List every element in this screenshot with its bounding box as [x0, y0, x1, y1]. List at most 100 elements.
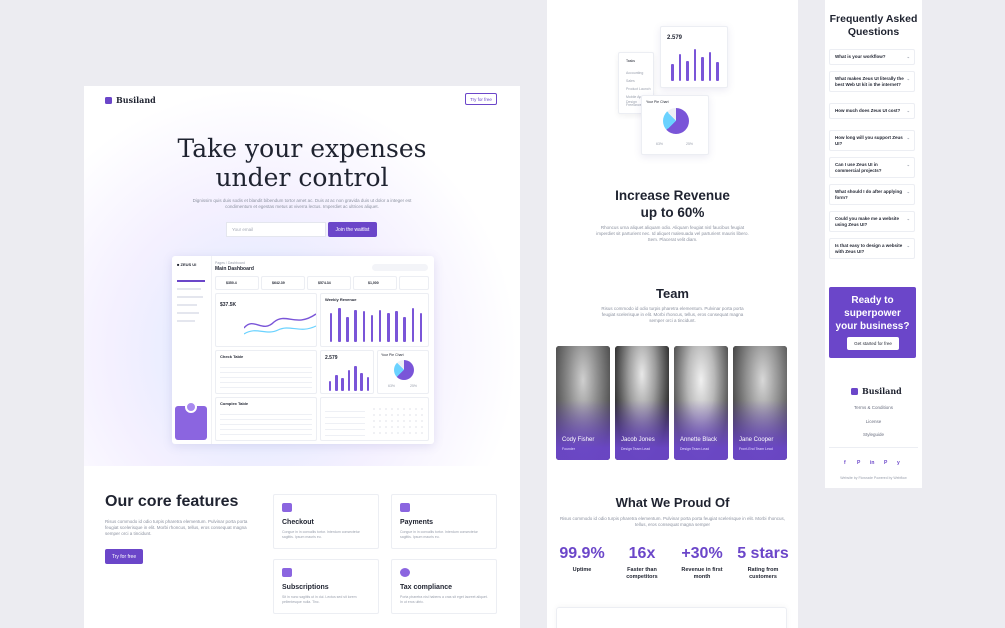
- stat-label: Faster than competitors: [626, 567, 658, 580]
- subscriptions-icon: [282, 568, 292, 577]
- chart-bar: [347, 370, 351, 391]
- pie-chart-card: Your Pie Chart 63% 25%: [377, 350, 429, 394]
- features-try-button[interactable]: Try for free: [105, 549, 143, 564]
- feature-card-tax-compliance: Tax compliance Porta pharetra nisi haben…: [391, 559, 497, 614]
- team-card-jacob-jones[interactable]: Jacob Jones Design Team Lead: [615, 346, 669, 460]
- team-card-annette-black[interactable]: Annette Black Design Team Lead: [674, 346, 728, 460]
- team-card-cody-fisher[interactable]: Cody Fisher Founder: [556, 346, 610, 460]
- chart-bar: [370, 315, 374, 342]
- hero-title: Take your expenses under control: [84, 134, 520, 192]
- chart-bar: [341, 378, 344, 391]
- chart-bar: [708, 52, 712, 81]
- stat-label: Uptime: [572, 567, 592, 573]
- chart-bar: [403, 316, 406, 342]
- faq-panel: Frequently Asked Questions What is your …: [825, 0, 922, 488]
- footer-link-terms[interactable]: Terms & Conditions: [853, 405, 893, 410]
- footer-link-license[interactable]: License: [865, 419, 882, 424]
- stat-card: $1,000: [353, 276, 397, 290]
- pinterest-icon[interactable]: P: [857, 460, 861, 466]
- chart-bar: [395, 311, 398, 342]
- next-section-card: [556, 607, 787, 628]
- revenue-description: Rhoncus urna aliquet aliquam odio. Aliqu…: [596, 225, 749, 242]
- faq-item[interactable]: Could you make me a website using Zeus U…: [829, 211, 915, 232]
- weekly-revenue-card: Weekly Revenue: [320, 293, 429, 347]
- hero-subtitle: Dignissim quis duis sodis et blandit bib…: [192, 198, 412, 209]
- chevron-down-icon: ⌄: [906, 216, 910, 221]
- payments-icon: [400, 503, 410, 512]
- chart-bar: [411, 307, 414, 342]
- chart-bar: [701, 57, 704, 81]
- linkedin-icon[interactable]: in: [870, 460, 875, 466]
- cta-banner: Ready to superpower your business? Get s…: [829, 287, 916, 358]
- dashboard-logo: ■ ZEUS UI: [177, 262, 197, 267]
- pinterest-icon[interactable]: P: [884, 460, 888, 466]
- tax-compliance-icon: [400, 568, 410, 577]
- nav-try-button[interactable]: Try for free: [465, 93, 497, 105]
- logo-text: Busiland: [116, 95, 156, 105]
- dashboard-search: [372, 264, 428, 271]
- feature-card-subscriptions: Subscriptions Sit in nunc sagittis ut in…: [273, 559, 379, 614]
- hero-title-line-2: under control: [215, 163, 389, 192]
- chart-bar: [338, 307, 341, 342]
- faq-item[interactable]: Can I use Zeus UI in commercial projects…: [829, 157, 915, 178]
- faq-item[interactable]: How long will you support Zeus UI? ⌄: [829, 130, 915, 151]
- stat-value: +30%: [681, 545, 723, 562]
- chevron-down-icon: ⌄: [906, 108, 910, 113]
- pie-chart: [394, 360, 414, 380]
- stat-label: Rating from customers: [747, 567, 779, 580]
- join-waitlist-button[interactable]: Join the waitlist: [328, 222, 377, 237]
- chart-bar: [387, 313, 390, 342]
- faq-item[interactable]: What should I do after applying form? ⌄: [829, 184, 915, 205]
- stat-value: 16x: [628, 545, 656, 562]
- calendar-card: [320, 397, 429, 441]
- stat-label: Revenue in first month: [681, 567, 723, 580]
- chevron-down-icon: ⌄: [906, 243, 910, 248]
- stat-card: $350.4: [215, 276, 259, 290]
- features-title: Our core features: [105, 493, 239, 510]
- line-chart: [244, 313, 316, 335]
- stat-card: $642.39: [261, 276, 305, 290]
- faq-item[interactable]: What makes Zeus UI literally the best We…: [829, 71, 915, 92]
- hero-title-line-1: Take your expenses: [177, 134, 427, 163]
- stat-card: $574.34: [307, 276, 351, 290]
- mini-bars: [669, 47, 721, 81]
- mini-bar-chart-card: 2.579: [660, 26, 728, 88]
- chart-bar: [693, 48, 697, 81]
- features-description: Risus commodo id odio turpis pharetra el…: [105, 519, 248, 536]
- team-description: Risus commodo id odio turpis pharetra el…: [601, 306, 744, 323]
- dashboard-title: Main Dashboard: [215, 266, 254, 272]
- chart-bar: [716, 62, 719, 81]
- twitter-icon[interactable]: y: [897, 460, 900, 466]
- mini-pie-chart: [663, 108, 689, 134]
- chart-bar: [328, 380, 332, 391]
- team-title: Team: [656, 286, 689, 301]
- chevron-down-icon: ⌄: [906, 54, 910, 59]
- faq-item[interactable]: Is that easy to design a website with Ze…: [829, 238, 915, 259]
- chart-bar: [346, 316, 349, 342]
- revenue-title: Increase Revenue up to 60%: [615, 188, 730, 220]
- chevron-down-icon: ⌄: [906, 135, 910, 140]
- chart-bar: [366, 376, 370, 391]
- footer-link-styleguide[interactable]: Styleguide: [862, 432, 884, 437]
- footer-logo[interactable]: Busiland: [851, 386, 902, 396]
- mini-pie-card: Your Pie Chart 63% 25%: [641, 95, 709, 155]
- faq-item[interactable]: How much does Zeus UI cost? ⌄: [829, 103, 915, 119]
- get-started-button[interactable]: Get started for free: [847, 337, 899, 350]
- team-card-jane-cooper[interactable]: Jane Cooper Front-End Team Lead: [733, 346, 787, 460]
- dashboard-preview: ■ ZEUS UI Pages / Dashboard Main Dashboa…: [172, 256, 434, 444]
- faq-item[interactable]: What is your workflow? ⌄: [829, 49, 915, 65]
- chart-bar: [360, 372, 363, 391]
- cta-title: Ready to superpower your business?: [835, 295, 910, 332]
- chart-bar: [335, 375, 338, 391]
- brand-logo[interactable]: Busiland: [105, 95, 156, 105]
- logo-icon: [851, 387, 858, 395]
- facebook-icon[interactable]: f: [844, 460, 846, 466]
- chart-bar: [678, 53, 682, 81]
- proud-description: Risus commodo id odio turpis pharetra el…: [559, 516, 786, 527]
- chart-bar: [362, 311, 365, 342]
- weekly-bars: [327, 306, 425, 342]
- daily-bars: [327, 365, 371, 391]
- email-input[interactable]: Your email: [226, 222, 326, 237]
- dashboard-sidebar: ■ ZEUS UI: [172, 256, 212, 444]
- feature-card-checkout: Checkout Congue in in convallis tortor. …: [273, 494, 379, 549]
